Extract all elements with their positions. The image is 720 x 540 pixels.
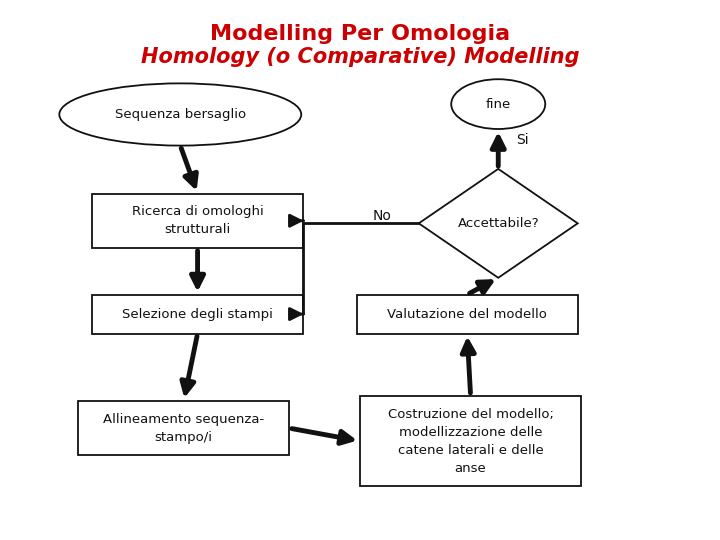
FancyBboxPatch shape	[92, 295, 303, 334]
Text: Accettabile?: Accettabile?	[457, 217, 539, 230]
Text: No: No	[372, 208, 391, 222]
Text: Modelling Per Omologia: Modelling Per Omologia	[210, 24, 510, 44]
FancyBboxPatch shape	[360, 396, 581, 487]
Text: Sequenza bersaglio: Sequenza bersaglio	[114, 108, 246, 121]
Text: Selezione degli stampi: Selezione degli stampi	[122, 308, 273, 321]
Ellipse shape	[451, 79, 545, 129]
Text: Si: Si	[516, 133, 528, 147]
Text: Valutazione del modello: Valutazione del modello	[387, 308, 547, 321]
Text: Costruzione del modello;
modellizzazione delle
catene laterali e delle
anse: Costruzione del modello; modellizzazione…	[387, 408, 554, 475]
Text: fine: fine	[485, 98, 511, 111]
FancyBboxPatch shape	[356, 295, 577, 334]
FancyBboxPatch shape	[92, 193, 303, 248]
Text: Ricerca di omologhi
strutturali: Ricerca di omologhi strutturali	[132, 205, 264, 237]
Text: Allineamento sequenza-
stampo/i: Allineamento sequenza- stampo/i	[103, 413, 264, 444]
Ellipse shape	[59, 83, 301, 146]
Polygon shape	[419, 169, 577, 278]
FancyBboxPatch shape	[78, 401, 289, 455]
Text: Homology (o Comparative) Modelling: Homology (o Comparative) Modelling	[140, 47, 580, 67]
